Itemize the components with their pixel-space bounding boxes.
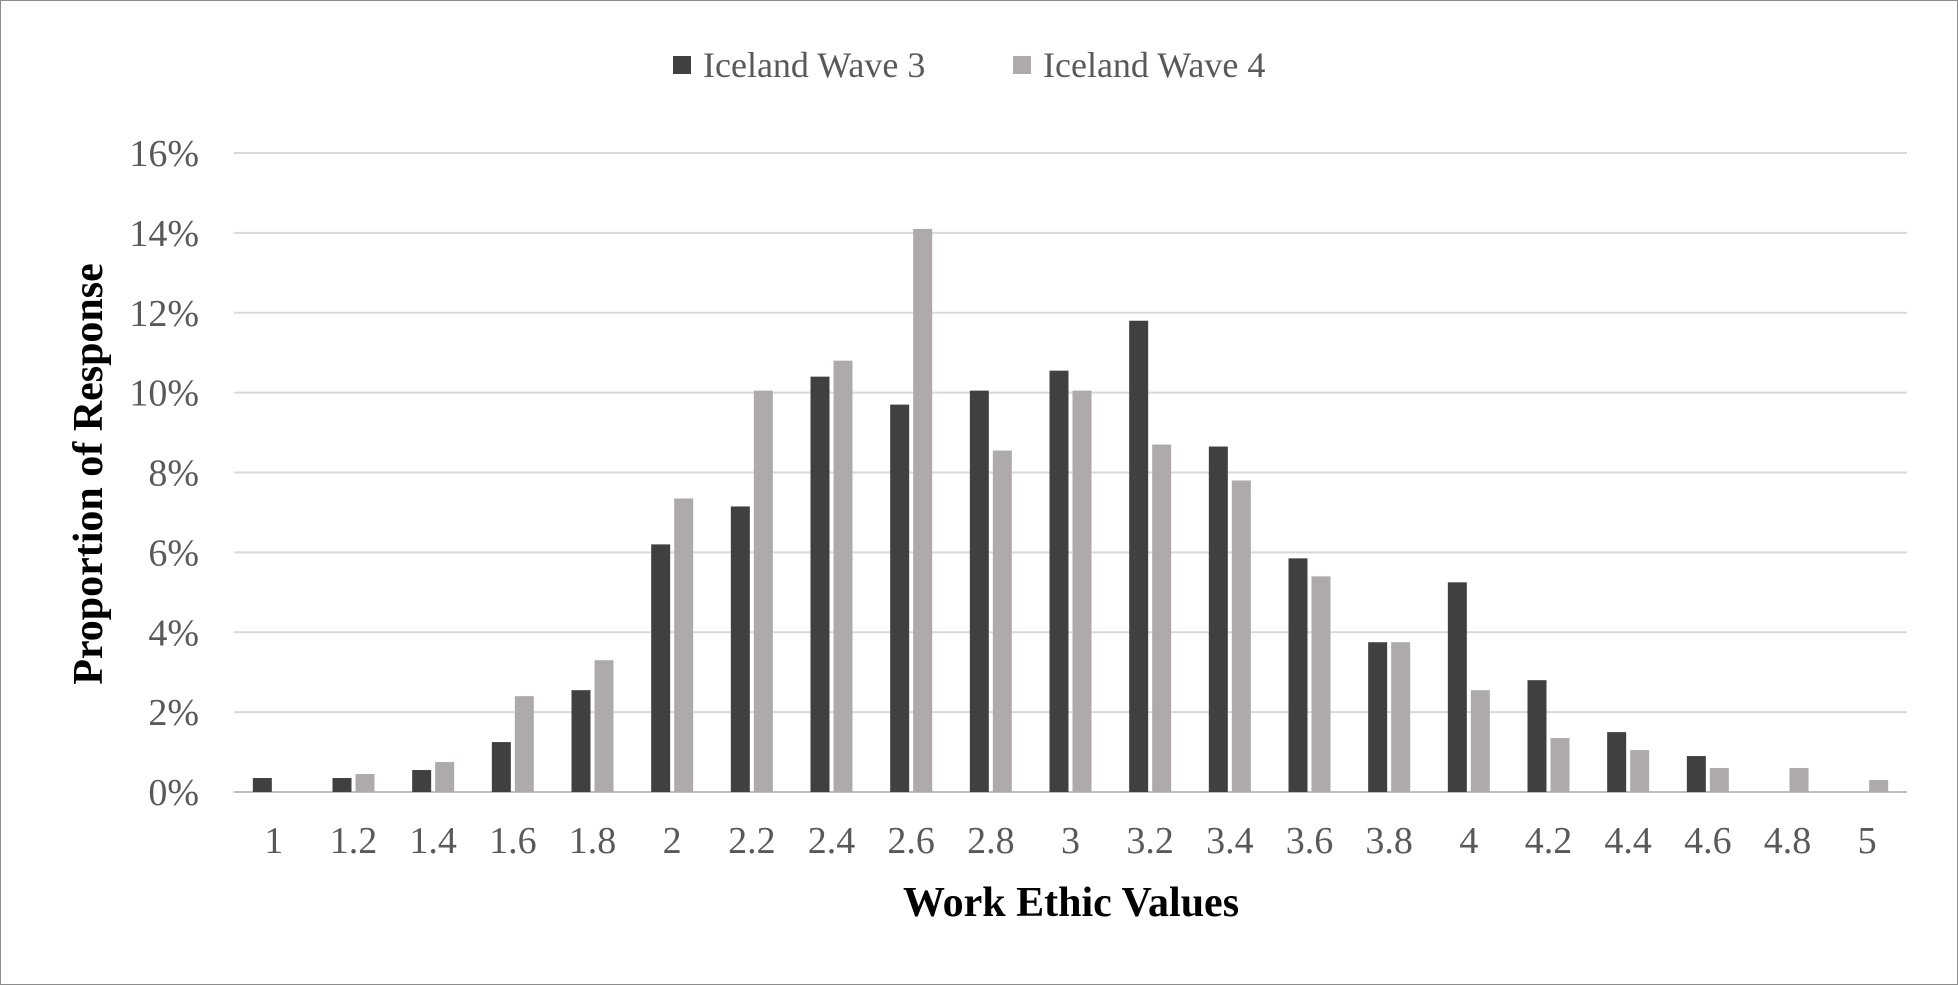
bar-wave3 <box>810 376 830 792</box>
bar-wave4 <box>1470 690 1490 792</box>
x-tick-label: 1.6 <box>489 820 537 862</box>
bar-wave3 <box>1049 370 1069 792</box>
x-tick-label: 3.6 <box>1286 820 1334 862</box>
y-tick-label: 8% <box>148 453 199 495</box>
bar-wave4 <box>753 390 773 792</box>
y-axis-title: Proportion of Response <box>66 263 112 685</box>
x-tick-label: 1.2 <box>330 820 378 862</box>
bar-wave4 <box>1311 576 1331 792</box>
bar-wave3 <box>1447 582 1467 792</box>
bar-wave3 <box>1129 320 1149 792</box>
bar-wave3 <box>890 404 910 792</box>
bar-wave4 <box>1550 738 1570 792</box>
bar-wave3 <box>651 544 671 792</box>
legend-swatch <box>1013 56 1031 74</box>
x-tick-label: 3.8 <box>1365 820 1413 862</box>
x-tick-label: 2.8 <box>967 820 1015 862</box>
x-tick-label: 4.8 <box>1764 820 1812 862</box>
x-tick-label: 5 <box>1858 820 1877 862</box>
x-tick-label: 2.4 <box>808 820 856 862</box>
bar-wave4 <box>1789 768 1809 792</box>
y-tick-label: 14% <box>129 213 199 255</box>
x-tick-label: 2.2 <box>728 820 776 862</box>
bar-wave3 <box>1686 756 1706 792</box>
bar-wave4 <box>1391 642 1411 792</box>
x-tick-label: 1 <box>264 820 283 862</box>
legend-label: Iceland Wave 3 <box>703 45 925 85</box>
bar-wave3 <box>1208 446 1228 792</box>
x-tick-label: 3.4 <box>1206 820 1254 862</box>
bar-wave4 <box>674 498 694 792</box>
x-tick-label: 2.6 <box>887 820 935 862</box>
x-tick-label: 4 <box>1459 820 1478 862</box>
bar-wave4 <box>1630 750 1650 792</box>
y-tick-label: 10% <box>129 373 199 415</box>
legend-swatch <box>673 56 691 74</box>
y-tick-label: 12% <box>129 293 199 335</box>
bar-wave4 <box>1869 780 1889 792</box>
y-tick-label: 4% <box>148 612 199 654</box>
bar-wave3 <box>491 742 511 792</box>
x-tick-label: 4.4 <box>1604 820 1652 862</box>
y-tick-label: 0% <box>148 772 199 814</box>
bar-wave3 <box>1607 732 1627 792</box>
gridlines <box>234 152 1907 793</box>
bar-wave3 <box>1368 642 1388 792</box>
bar-wave4 <box>833 360 853 792</box>
x-tick-label: 1.4 <box>409 820 457 862</box>
bar-wave4 <box>594 660 614 792</box>
bar-wave4 <box>913 228 933 793</box>
bar-wave4 <box>1709 768 1729 792</box>
bar-wave4 <box>1231 480 1251 792</box>
x-tick-label: 3.2 <box>1126 820 1174 862</box>
bar-wave4 <box>514 696 534 792</box>
bar-wave3 <box>332 778 352 792</box>
x-tick-label: 4.2 <box>1525 820 1573 862</box>
x-tick-label: 1.8 <box>569 820 617 862</box>
bars <box>252 228 1889 793</box>
y-tick-labels: 0% 2% 4% 6% 8% 10% 12% 14% 16% <box>129 133 199 814</box>
bar-wave3 <box>1288 558 1308 792</box>
bar-wave3 <box>571 690 591 792</box>
x-tick-label: 3 <box>1061 820 1080 862</box>
bar-wave4 <box>355 774 375 792</box>
bar-wave3 <box>1527 680 1547 792</box>
bar-wave3 <box>730 506 750 792</box>
bar-wave4 <box>435 762 455 792</box>
x-axis-title: Work Ethic Values <box>903 880 1239 926</box>
bar-wave3 <box>412 770 432 792</box>
x-tick-labels: 1 1.2 1.4 1.6 1.8 2 2.2 2.4 2.6 2.8 3 3.2 3.4 3.6 3.8 4… <box>264 820 1876 862</box>
bar-wave4 <box>1152 444 1172 792</box>
legend: Iceland Wave 3 Iceland Wave 4 <box>673 45 1265 85</box>
x-tick-label: 4.6 <box>1684 820 1732 862</box>
y-tick-label: 16% <box>129 133 199 175</box>
bar-wave4 <box>1072 390 1092 792</box>
legend-label: Iceland Wave 4 <box>1043 45 1265 85</box>
bar-wave3 <box>252 778 272 792</box>
bar-wave4 <box>992 450 1012 792</box>
y-tick-label: 6% <box>148 532 199 574</box>
y-tick-label: 2% <box>148 692 199 734</box>
bar-wave3 <box>969 390 989 792</box>
x-tick-label: 2 <box>663 820 682 862</box>
